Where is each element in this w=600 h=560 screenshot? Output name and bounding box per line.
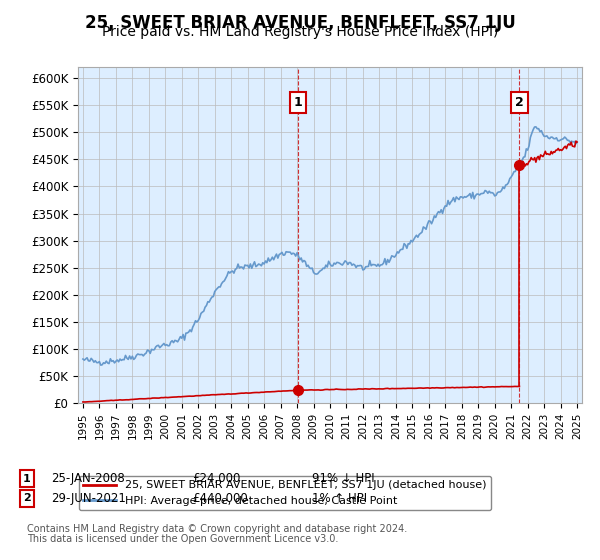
- Text: 29-JUN-2021: 29-JUN-2021: [51, 492, 126, 505]
- Text: 91% ↓ HPI: 91% ↓ HPI: [312, 472, 374, 486]
- Text: 25, SWEET BRIAR AVENUE, BENFLEET, SS7 1JU: 25, SWEET BRIAR AVENUE, BENFLEET, SS7 1J…: [85, 14, 515, 32]
- Text: 1: 1: [294, 96, 302, 109]
- Text: £24,000: £24,000: [192, 472, 241, 486]
- Text: 1% ↑ HPI: 1% ↑ HPI: [312, 492, 367, 505]
- Text: 25-JAN-2008: 25-JAN-2008: [51, 472, 125, 486]
- Text: Price paid vs. HM Land Registry's House Price Index (HPI): Price paid vs. HM Land Registry's House …: [102, 25, 498, 39]
- Text: This data is licensed under the Open Government Licence v3.0.: This data is licensed under the Open Gov…: [27, 534, 338, 544]
- Legend: 25, SWEET BRIAR AVENUE, BENFLEET, SS7 1JU (detached house), HPI: Average price, : 25, SWEET BRIAR AVENUE, BENFLEET, SS7 1J…: [79, 476, 491, 510]
- Text: Contains HM Land Registry data © Crown copyright and database right 2024.: Contains HM Land Registry data © Crown c…: [27, 524, 407, 534]
- Text: 2: 2: [23, 493, 31, 503]
- Text: £440,000: £440,000: [192, 492, 248, 505]
- Text: 2: 2: [515, 96, 524, 109]
- Text: 1: 1: [23, 474, 31, 484]
